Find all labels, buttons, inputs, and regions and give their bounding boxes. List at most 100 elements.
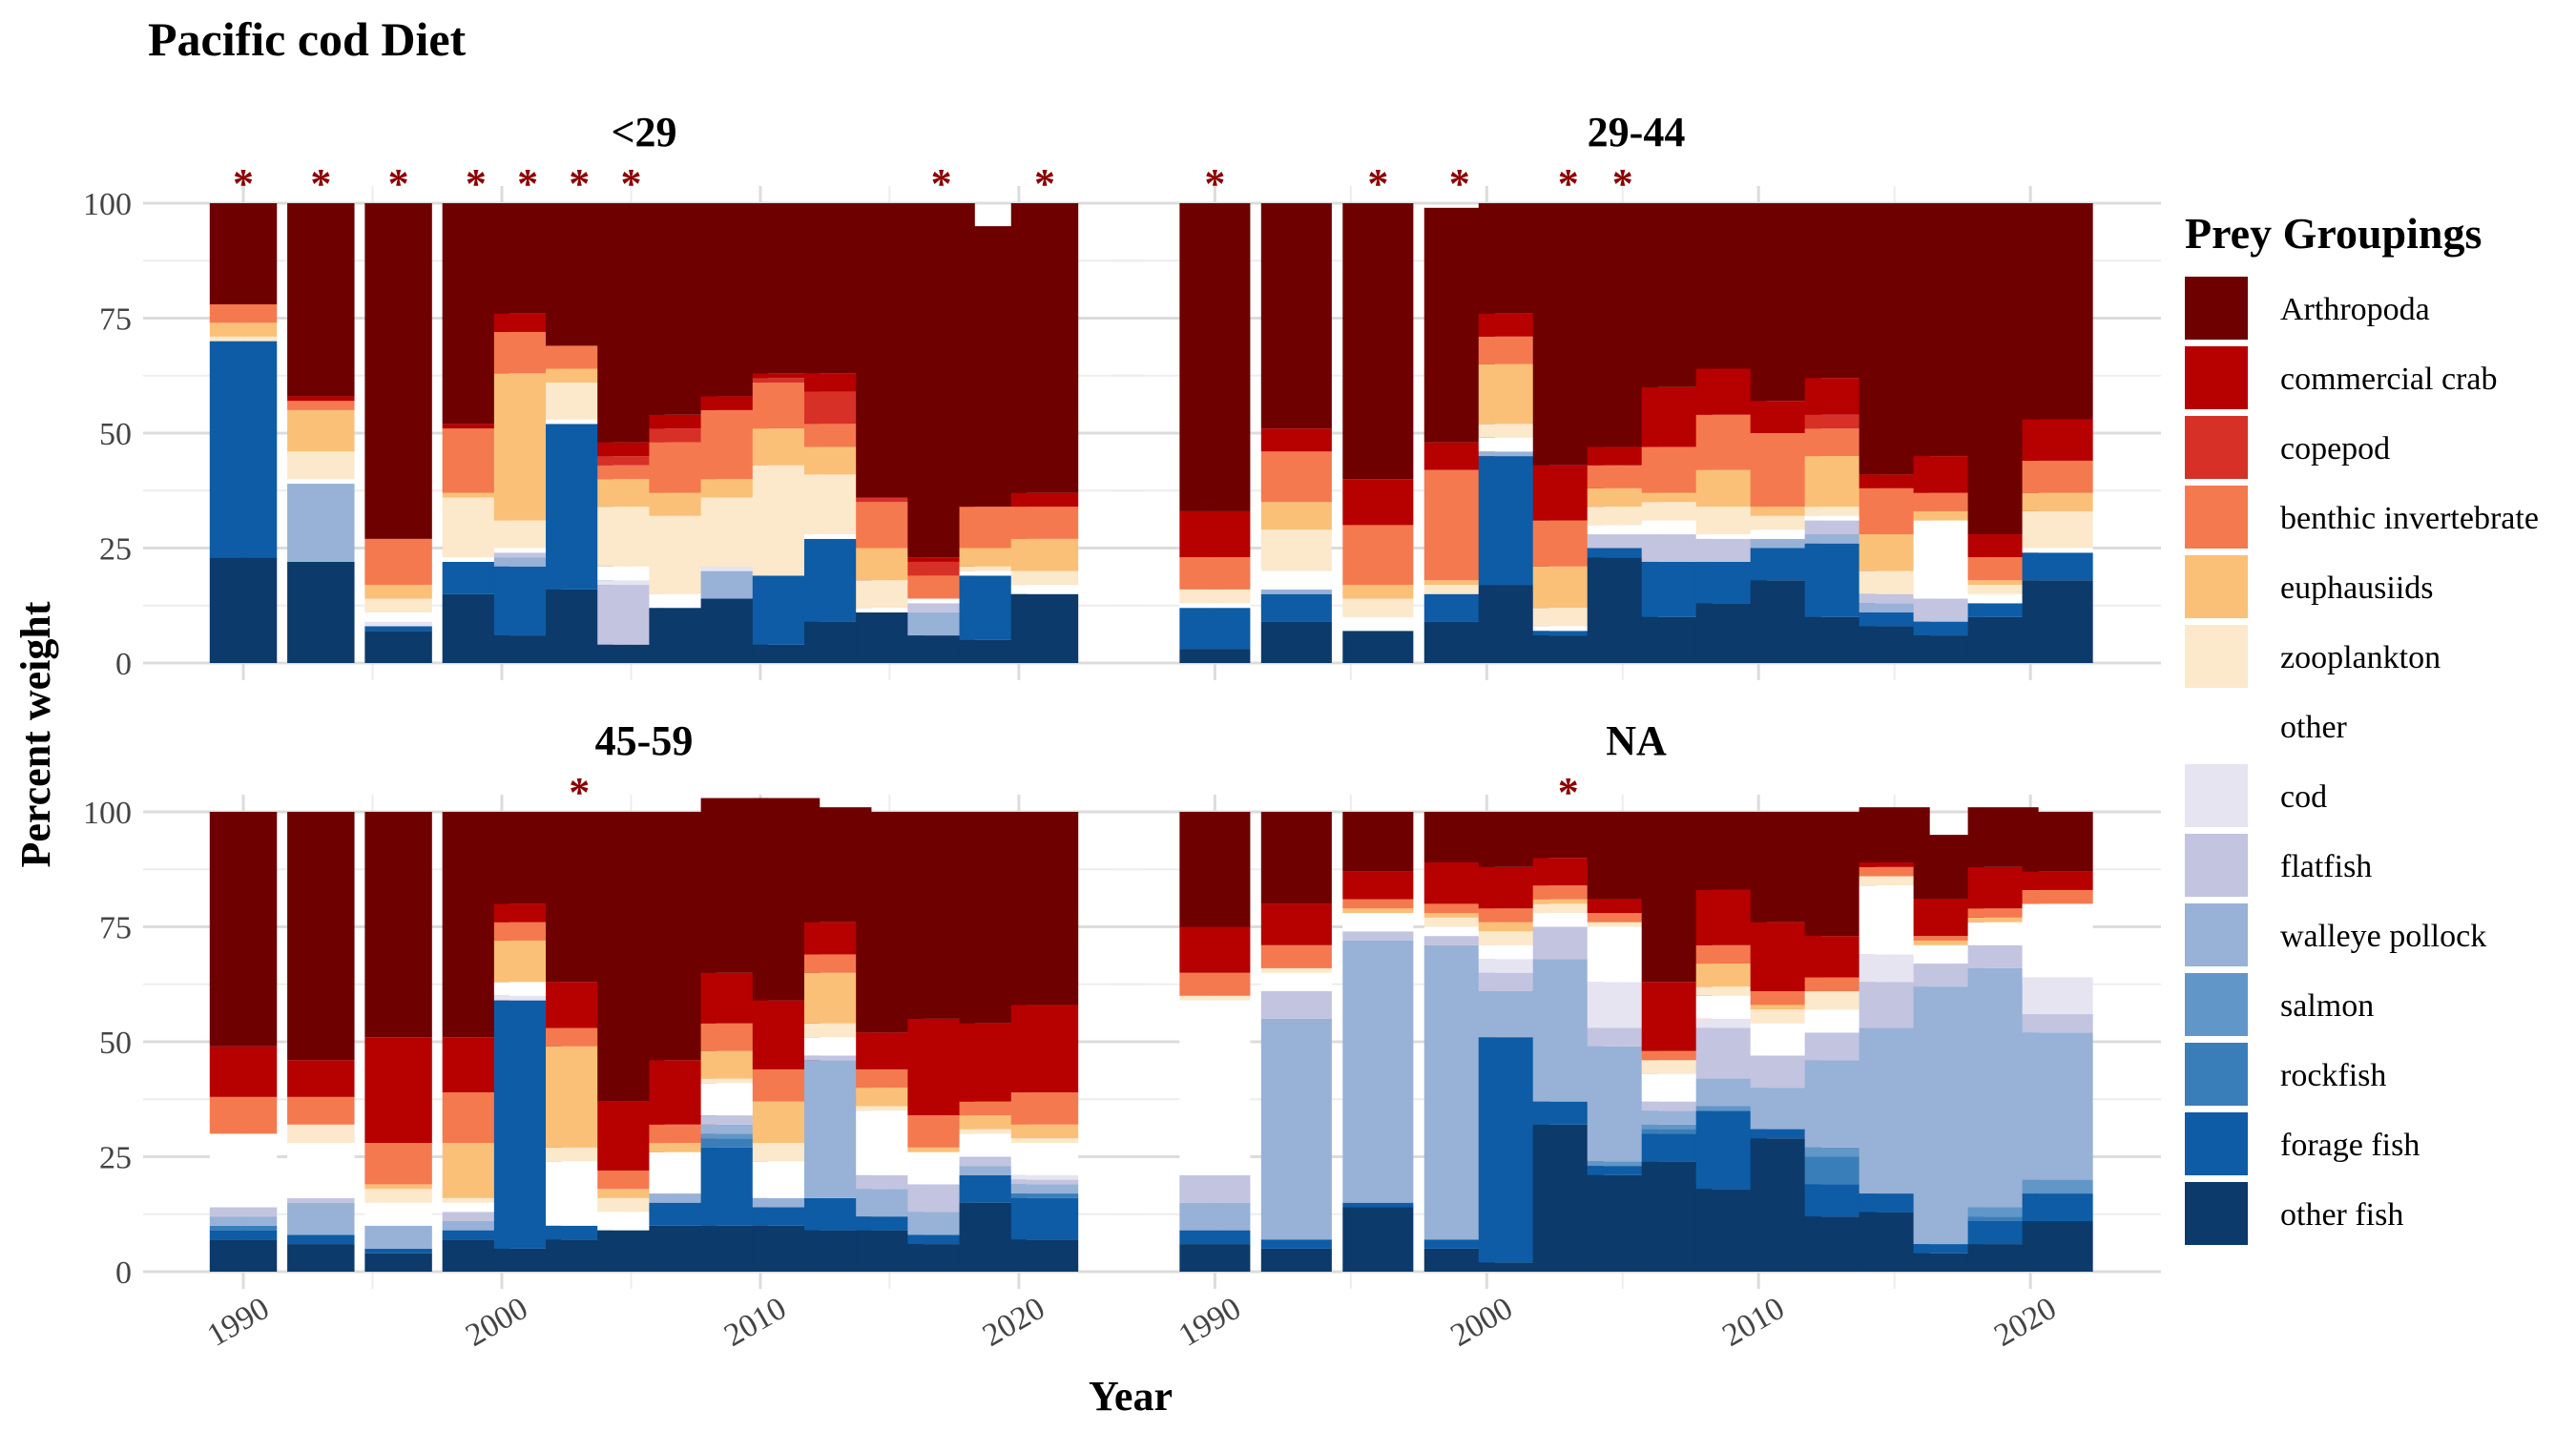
bar-segment-forage-fish bbox=[1532, 631, 1604, 636]
bar-segment-cod bbox=[493, 995, 562, 1001]
bar-segment-rockfish bbox=[700, 1138, 769, 1148]
bar-segment-other-fish bbox=[1179, 649, 1251, 663]
bar-segment-other-fish bbox=[364, 1253, 432, 1272]
bar-segment-benthic-invertebrate bbox=[1342, 525, 1414, 586]
bar-segment-euphausiids bbox=[959, 1115, 1028, 1130]
bar-segment-walleye-pollock bbox=[442, 1220, 510, 1231]
bar-segment-euphausiids bbox=[597, 1189, 665, 1198]
bar-segment-benthic-invertebrate bbox=[803, 954, 872, 973]
legend-swatch bbox=[2185, 555, 2248, 618]
bar-segment-other bbox=[1913, 944, 1984, 964]
bar-segment-euphausiids bbox=[1750, 507, 1821, 516]
bar-segment-zooplankton bbox=[1859, 876, 1930, 886]
bar-segment-benthic-invertebrate bbox=[1913, 936, 1984, 941]
bar-segment-commercial-crab bbox=[1260, 428, 1332, 452]
bar-segment-euphausiids bbox=[700, 479, 769, 498]
bar-segment-flatfish bbox=[1260, 990, 1332, 1019]
bar-segment-forage-fish bbox=[1587, 1166, 1658, 1175]
legend-item-commercial-crab: commercial crab bbox=[2185, 346, 2497, 409]
legend-item-benthic-invertebrate: benthic invertebrate bbox=[2185, 486, 2539, 549]
bar-segment-zooplankton bbox=[1750, 1009, 1821, 1024]
bar-segment-forage-fish bbox=[209, 341, 278, 558]
legend-label: copepod bbox=[2280, 431, 2390, 467]
bar-segment-commercial-crab bbox=[2022, 871, 2093, 890]
legend-swatch bbox=[2185, 834, 2248, 897]
legend-item-copepod: copepod bbox=[2185, 416, 2390, 479]
bar-segment-arthropoda bbox=[2022, 812, 2093, 872]
significance-marker: * bbox=[466, 160, 487, 207]
bar-segment-forage-fish bbox=[1967, 603, 2039, 617]
legend-label: cod bbox=[2280, 779, 2327, 815]
bar-segment-euphausiids bbox=[907, 1147, 975, 1152]
bar-segment-euphausiids bbox=[287, 409, 355, 452]
significance-marker: * bbox=[569, 769, 590, 816]
bar-segment-benthic-invertebrate bbox=[1179, 557, 1251, 590]
y-tick-label: 75 bbox=[99, 302, 132, 338]
bar-segment-arthropoda bbox=[1260, 203, 1332, 429]
significance-marker: * bbox=[1034, 160, 1055, 207]
bar-segment-flatfish bbox=[1587, 1027, 1658, 1047]
legend-item-rockfish: rockfish bbox=[2185, 1043, 2386, 1106]
y-tick-label: 25 bbox=[99, 532, 132, 568]
bar-segment-benthic-invertebrate bbox=[364, 538, 432, 586]
bar-segment-zooplankton bbox=[752, 1143, 821, 1162]
legend-item-euphausiids: euphausiids bbox=[2185, 555, 2434, 618]
bar-segment-other-fish bbox=[287, 561, 355, 663]
bar-segment-zooplankton bbox=[1641, 502, 1713, 521]
bar-segment-walleye-pollock bbox=[1260, 589, 1332, 594]
bar-segment-euphausiids bbox=[959, 548, 1028, 567]
bar-segment-commercial-crab bbox=[1342, 479, 1414, 526]
bar-segment-euphausiids bbox=[1260, 502, 1332, 530]
bar-segment-copepod bbox=[856, 497, 924, 503]
bar-segment-zooplankton bbox=[1423, 585, 1495, 594]
bar-segment-benthic-invertebrate bbox=[1641, 1050, 1713, 1061]
bar-segment-commercial-crab bbox=[287, 1060, 355, 1097]
y-tick-label: 50 bbox=[99, 417, 132, 452]
bar-segment-other bbox=[1342, 913, 1414, 932]
legend-swatch bbox=[2185, 764, 2248, 827]
significance-marker: * bbox=[931, 160, 952, 207]
bar-segment-flatfish bbox=[1478, 972, 1549, 991]
bar-segment-walleye-pollock bbox=[959, 1166, 1028, 1175]
bar-segment-other bbox=[287, 479, 355, 485]
bar-segment-benthic-invertebrate bbox=[1478, 908, 1549, 923]
legend-label: flatfish bbox=[2280, 849, 2372, 884]
bar-segment-walleye-pollock bbox=[1859, 603, 1930, 612]
bar-segment-other-fish bbox=[287, 1244, 355, 1272]
bar-segment-benthic-invertebrate bbox=[1342, 899, 1414, 909]
bar-segment-other-fish bbox=[1342, 631, 1414, 663]
bar-segment-other bbox=[1179, 1000, 1251, 1175]
bar-segment-zooplankton bbox=[364, 598, 432, 612]
bar-segment-forage-fish bbox=[1587, 548, 1658, 558]
bar-segment-commercial-crab bbox=[209, 1046, 278, 1097]
bar-segment-zooplankton bbox=[597, 1197, 665, 1213]
bar-segment-zooplankton bbox=[1967, 585, 2039, 594]
significance-marker: * bbox=[1204, 160, 1225, 207]
bar-segment-copepod bbox=[649, 428, 717, 443]
bar-segment-walleye-pollock bbox=[1260, 1018, 1332, 1240]
bar-segment-walleye-pollock bbox=[700, 1124, 769, 1134]
bar-segment-benthic-invertebrate bbox=[1260, 944, 1332, 968]
bar-segment-benthic-invertebrate bbox=[1423, 903, 1495, 914]
bar-segment-zooplankton bbox=[856, 1106, 924, 1111]
bar-segment-forage-fish bbox=[1913, 1244, 1984, 1254]
bar-segment-benthic-invertebrate bbox=[493, 922, 562, 941]
bar-segment-commercial-crab bbox=[1859, 474, 1930, 488]
bar-segment-other bbox=[209, 1133, 278, 1208]
legend-item-salmon: salmon bbox=[2185, 973, 2374, 1036]
y-axis-title: Percent weight bbox=[12, 601, 59, 867]
significance-marker: * bbox=[1367, 160, 1388, 207]
bar-segment-zooplankton bbox=[209, 336, 278, 342]
bar-segment-arthropoda bbox=[364, 812, 432, 1038]
bar-segment-zooplankton bbox=[1342, 598, 1414, 617]
bar-segment-euphausiids bbox=[649, 1143, 717, 1152]
bar-segment-euphausiids bbox=[1342, 585, 1414, 599]
bar-segment-commercial-crab bbox=[752, 373, 821, 379]
bar-segment-other bbox=[2022, 903, 2093, 978]
bar-segment-commercial-crab bbox=[1010, 492, 1079, 508]
bar-segment-euphausiids bbox=[442, 492, 510, 498]
bar-segment-commercial-crab bbox=[287, 396, 355, 402]
y-tick-label: 75 bbox=[99, 911, 132, 946]
y-tick-label: 25 bbox=[99, 1141, 132, 1176]
